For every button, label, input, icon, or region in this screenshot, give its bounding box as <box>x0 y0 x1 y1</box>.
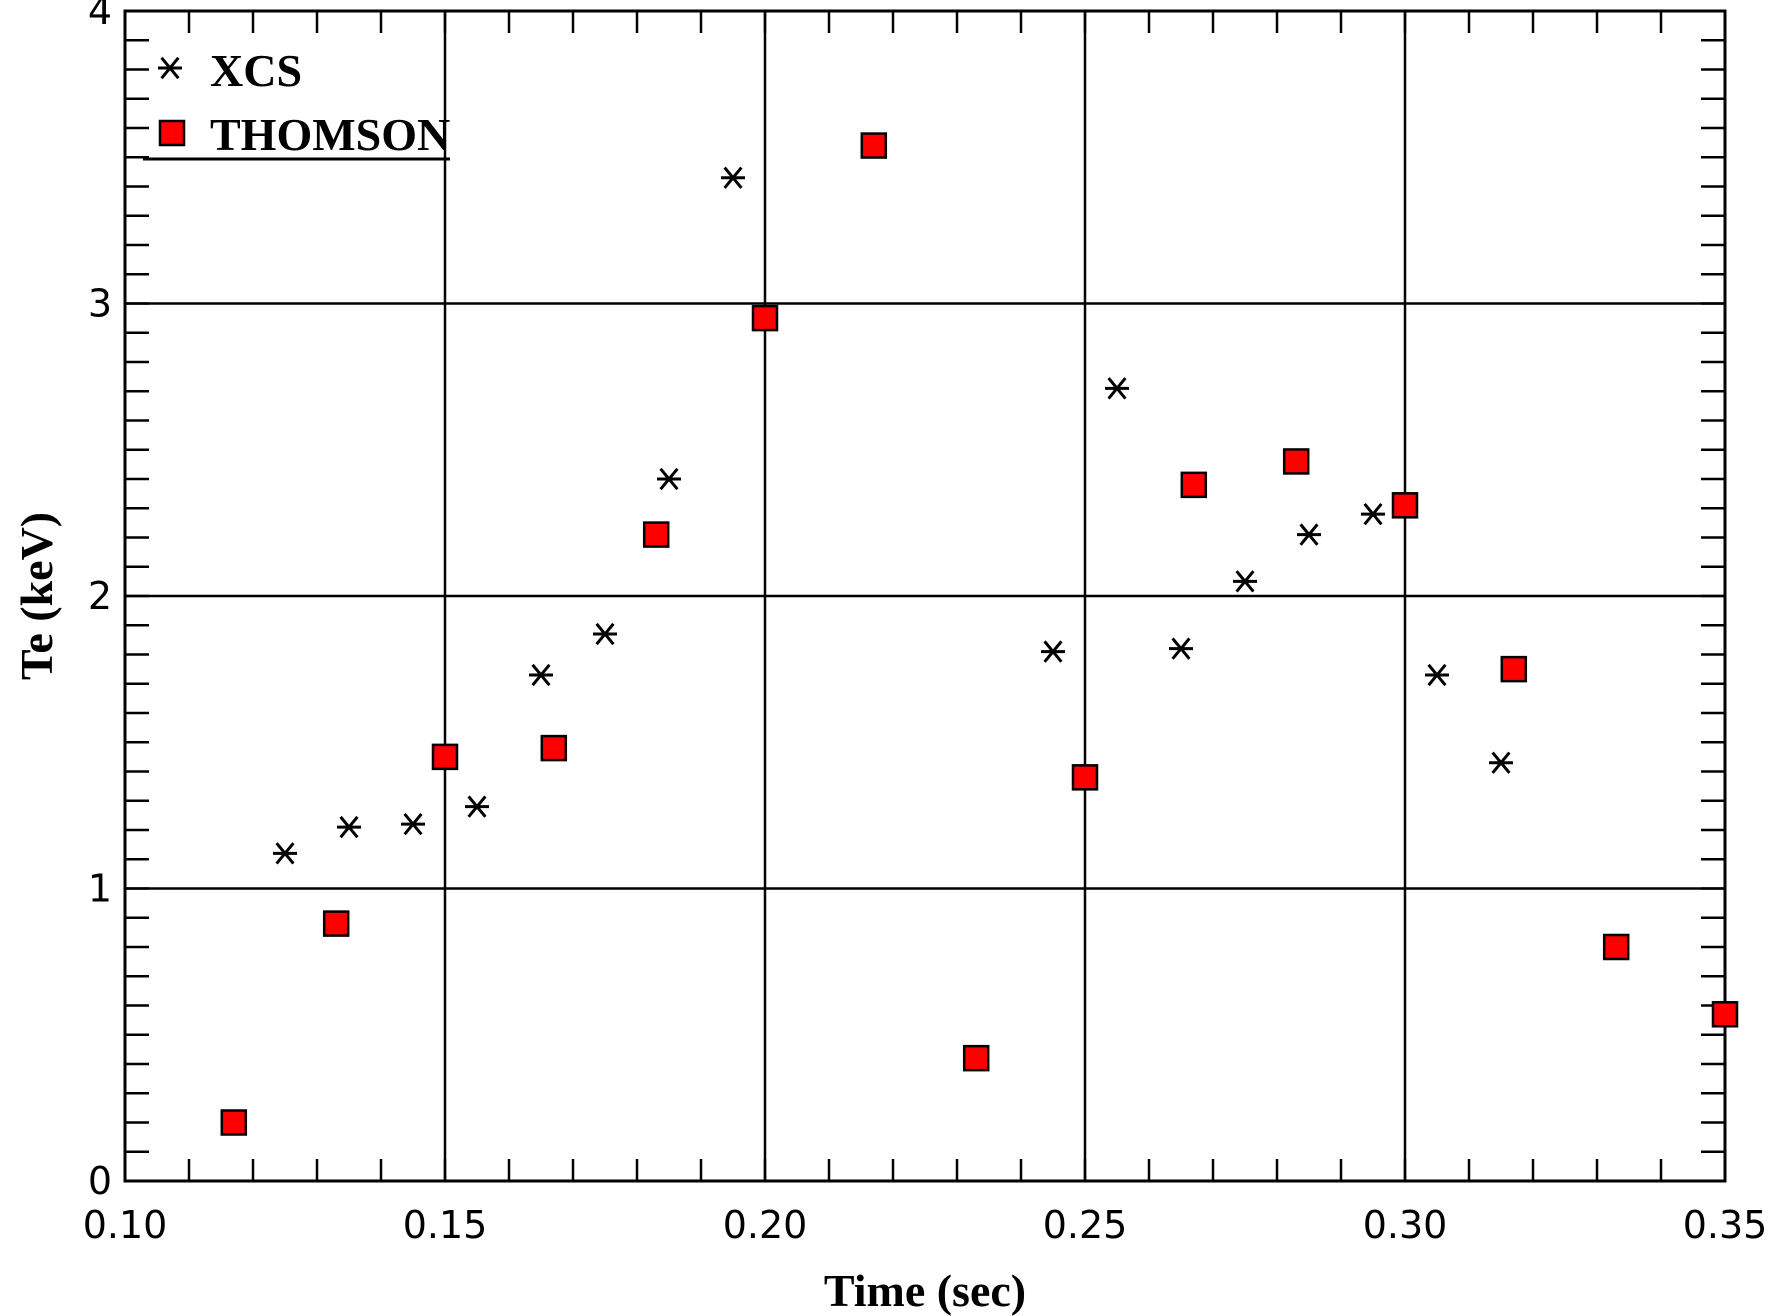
plot-frame <box>123 9 1727 1183</box>
y-tick-label: 4 <box>88 0 112 33</box>
xcs-point <box>1489 751 1513 774</box>
xcs-point <box>721 166 745 189</box>
xcs-point <box>1361 502 1385 526</box>
x-tick-label: 0.10 <box>83 1203 168 1247</box>
xcs-point <box>529 663 553 687</box>
thomson-point <box>1500 655 1528 683</box>
xcs-point <box>1233 570 1257 593</box>
thomson-point <box>1391 492 1419 519</box>
grid-lines <box>125 11 1725 1181</box>
xcs-point <box>593 622 617 646</box>
x-tick-labels: 0.10 0.15 0.20 0.25 0.30 0.35 <box>83 1203 1768 1247</box>
thomson-point <box>642 521 670 548</box>
xcs-point <box>401 812 425 836</box>
thomson-point <box>751 304 779 332</box>
xcs-point <box>1041 640 1065 663</box>
xcs-point <box>337 815 361 839</box>
x-tick-label: 0.35 <box>1683 1203 1768 1247</box>
thomson-point <box>322 910 350 937</box>
legend-marker-thomson <box>158 119 186 147</box>
y-tick-labels: 0 1 2 3 4 <box>88 0 112 1203</box>
legend-marker-xcs <box>158 56 182 80</box>
thomson-point <box>860 132 888 159</box>
thomson-point <box>1282 448 1310 475</box>
xcs-point <box>273 842 297 865</box>
x-tick-label: 0.15 <box>403 1203 488 1247</box>
xcs-point <box>1425 663 1449 687</box>
thomson-point <box>962 1044 990 1072</box>
data-points <box>220 132 1739 1136</box>
thomson-point <box>1602 933 1630 961</box>
y-axis-title: Te (keV) <box>11 512 62 680</box>
thomson-point <box>220 1109 248 1136</box>
thomson-point <box>540 734 568 762</box>
y-tick-label: 2 <box>88 574 112 618</box>
x-tick-label: 0.20 <box>723 1203 808 1247</box>
y-tick-label: 1 <box>88 867 112 911</box>
y-tick-label: 0 <box>88 1159 112 1203</box>
x-tick-label: 0.30 <box>1363 1203 1448 1247</box>
xcs-point <box>657 467 681 491</box>
x-tick-label: 0.25 <box>1043 1203 1128 1247</box>
thomson-point <box>1071 764 1099 791</box>
legend-label-thomson: THOMSON <box>210 109 450 160</box>
xcs-point <box>1297 523 1321 546</box>
thomson-point <box>1711 1001 1739 1028</box>
legend-label-xcs: XCS <box>210 45 302 96</box>
xcs-point <box>1169 637 1193 660</box>
xcs-point <box>465 795 489 818</box>
xcs-legend-marker <box>158 56 182 80</box>
thomson-point <box>1180 471 1208 499</box>
xcs-point <box>1105 377 1129 400</box>
thomson-legend-marker <box>158 119 186 147</box>
y-tick-label: 3 <box>88 282 112 326</box>
thomson-point <box>431 743 459 771</box>
x-axis-title: Time (sec) <box>824 1265 1026 1316</box>
legend: XCS THOMSON <box>143 45 450 161</box>
